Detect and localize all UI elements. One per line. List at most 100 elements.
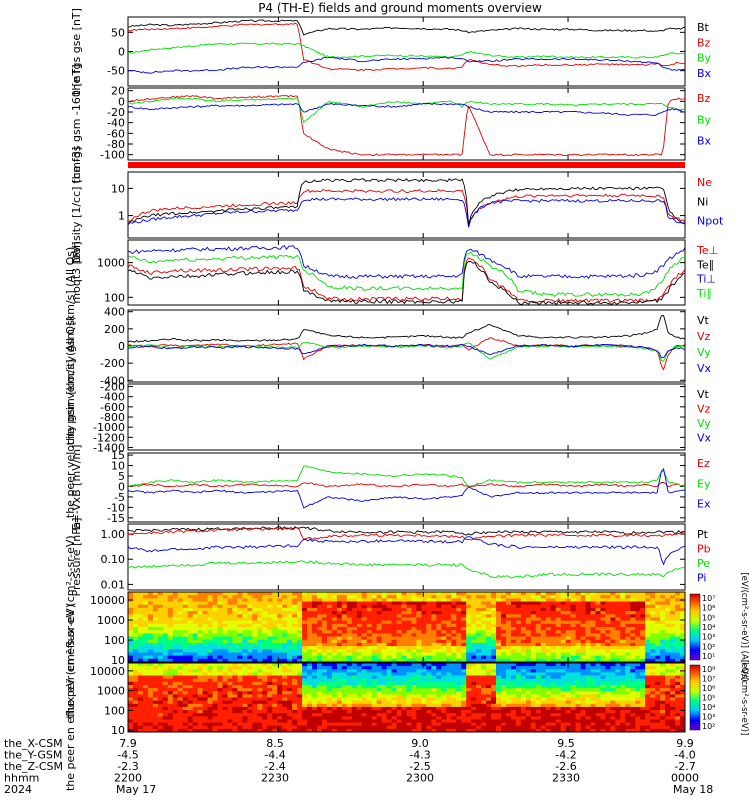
y-tick-label: -1400 xyxy=(93,441,125,454)
time-axis-value: -2.5 xyxy=(409,760,430,773)
y-tick-label: 10 xyxy=(111,182,125,195)
colorbar-tick-label: 10⁴ xyxy=(702,703,715,712)
y-tick-label: -600 xyxy=(100,401,125,414)
series-bx-line xyxy=(128,56,685,74)
y-tick-label: -20 xyxy=(107,106,125,119)
y-tick-label: 0 xyxy=(118,95,125,108)
y-tick-label: 0.10 xyxy=(101,553,126,566)
colorbar-tick-label: 10¹ xyxy=(702,652,715,661)
y-tick-label: 10 xyxy=(111,460,125,473)
y-tick-label: 0 xyxy=(118,46,125,59)
y-tick-label: 1000 xyxy=(97,685,125,698)
legend-vz: Vz xyxy=(697,330,711,343)
colorbar-tick-label: 10⁸ xyxy=(702,665,715,674)
legend-ex: Ex xyxy=(697,498,711,511)
panel-frame xyxy=(127,523,686,591)
y-tick-label: -800 xyxy=(100,411,125,424)
y-tick-label: 1 xyxy=(118,210,125,223)
series-layer xyxy=(128,94,685,157)
series-pt-line xyxy=(128,526,685,536)
time-axis-value: 2300 xyxy=(406,772,434,785)
series-pb-line xyxy=(128,527,685,541)
legend-vy: Vy xyxy=(697,346,711,359)
figure-title: P4 (TH-E) fields and ground moments over… xyxy=(258,1,542,15)
y-tick-label: 10 xyxy=(111,724,125,737)
legend-vt: Vt xyxy=(697,388,710,401)
time-axis-value: -4.5 xyxy=(117,749,138,762)
spectrogram-10 xyxy=(128,663,685,732)
y-tick-label: 1000 xyxy=(97,614,125,627)
legend-pe: Pe xyxy=(697,557,710,570)
y-tick-label: 15 xyxy=(111,449,125,462)
colorbar-label: [eV/(cm²-s-sr-eV)] xyxy=(739,660,749,736)
panel-frame xyxy=(127,383,686,451)
panel-frame xyxy=(127,239,686,306)
colorbar-tick-label: 10² xyxy=(702,722,715,731)
legend-bz: Bz xyxy=(697,36,711,49)
colorbar-tick-label: 10⁵ xyxy=(702,694,715,703)
y-tick-label: -200 xyxy=(100,381,125,394)
colorbar-tick-label: 10⁷ xyxy=(702,594,715,603)
legend-bx: Bx xyxy=(697,135,712,148)
series-ni-line xyxy=(128,178,685,226)
y-tick-label: 50 xyxy=(111,26,125,39)
legend-ni: Ni xyxy=(697,195,708,208)
legend-vz: Vz xyxy=(697,403,711,416)
y-axis-label: Density [1/cc] [cm-3] xyxy=(70,147,83,264)
time-axis-value: 9.5 xyxy=(557,737,575,750)
series-layer xyxy=(128,465,685,509)
series-by-line xyxy=(128,97,685,124)
legend-pt: Pt xyxy=(697,528,709,541)
time-axis-value: 0000 xyxy=(671,772,699,785)
series-layer xyxy=(128,178,685,228)
series-layer xyxy=(128,526,685,579)
y-axis-label: the peer velocity gsm [km/s] (All Qs) xyxy=(64,316,77,518)
y-tick-label: -5 xyxy=(114,491,125,504)
series-ez-line xyxy=(128,482,685,488)
y-tick-label: 0.01 xyxy=(101,578,126,591)
legend-ne: Ne xyxy=(697,176,712,189)
legend-vy: Vy xyxy=(697,417,711,430)
time-axis-value: -2.4 xyxy=(264,760,285,773)
separator-bar xyxy=(128,162,685,168)
y-axis-label: the peir velocity gsm [km/s] (All Qs) xyxy=(64,247,77,446)
y-tick-label: -1200 xyxy=(93,431,125,444)
panel-frame xyxy=(127,171,686,239)
time-axis-value: May 18 xyxy=(673,783,713,796)
colorbar-tick-label: 10⁷ xyxy=(702,675,715,684)
time-axis-value: 2230 xyxy=(261,772,289,785)
series-te⊥-line xyxy=(128,257,685,303)
time-axis-value: -2.6 xyxy=(555,760,576,773)
colorbar-label: [eV/(cm²-s-sr-eV)] (All Qs) xyxy=(739,572,749,681)
legend-te∥: Te∥ xyxy=(696,258,714,271)
series-bt-line xyxy=(128,19,685,36)
legend-vx: Vx xyxy=(697,362,712,375)
series-npot-line xyxy=(128,197,685,228)
y-tick-label: 100 xyxy=(104,291,125,304)
y-tick-label: -80 xyxy=(107,138,125,151)
panel-frame xyxy=(127,87,686,161)
y-axis-label: the fgs gsm -160 [nT] xyxy=(70,64,83,183)
y-tick-label: 20 xyxy=(111,85,125,98)
y-tick-label: -60 xyxy=(107,127,125,140)
series-vy-line xyxy=(128,341,685,363)
time-axis-value: -2.3 xyxy=(117,760,138,773)
legend-by: By xyxy=(697,113,712,126)
panel-frame xyxy=(127,662,686,733)
time-axis-row-label: the_Y-GSM xyxy=(4,749,62,762)
legend-te⊥: Te⊥ xyxy=(696,244,718,257)
series-pi-line xyxy=(128,536,685,566)
panel-4: 1000 100 moqt3 [eV] Te⊥Te∥ Ti⊥Ti∥ xyxy=(70,239,718,306)
time-axis-value: -4.2 xyxy=(555,749,576,762)
y-tick-label: 1000 xyxy=(97,257,125,270)
y-tick-label: -15 xyxy=(107,512,125,525)
series-ey-line xyxy=(128,465,685,488)
y-tick-label: -40 xyxy=(107,117,125,130)
time-axis-row-label: hhmm xyxy=(4,772,39,785)
